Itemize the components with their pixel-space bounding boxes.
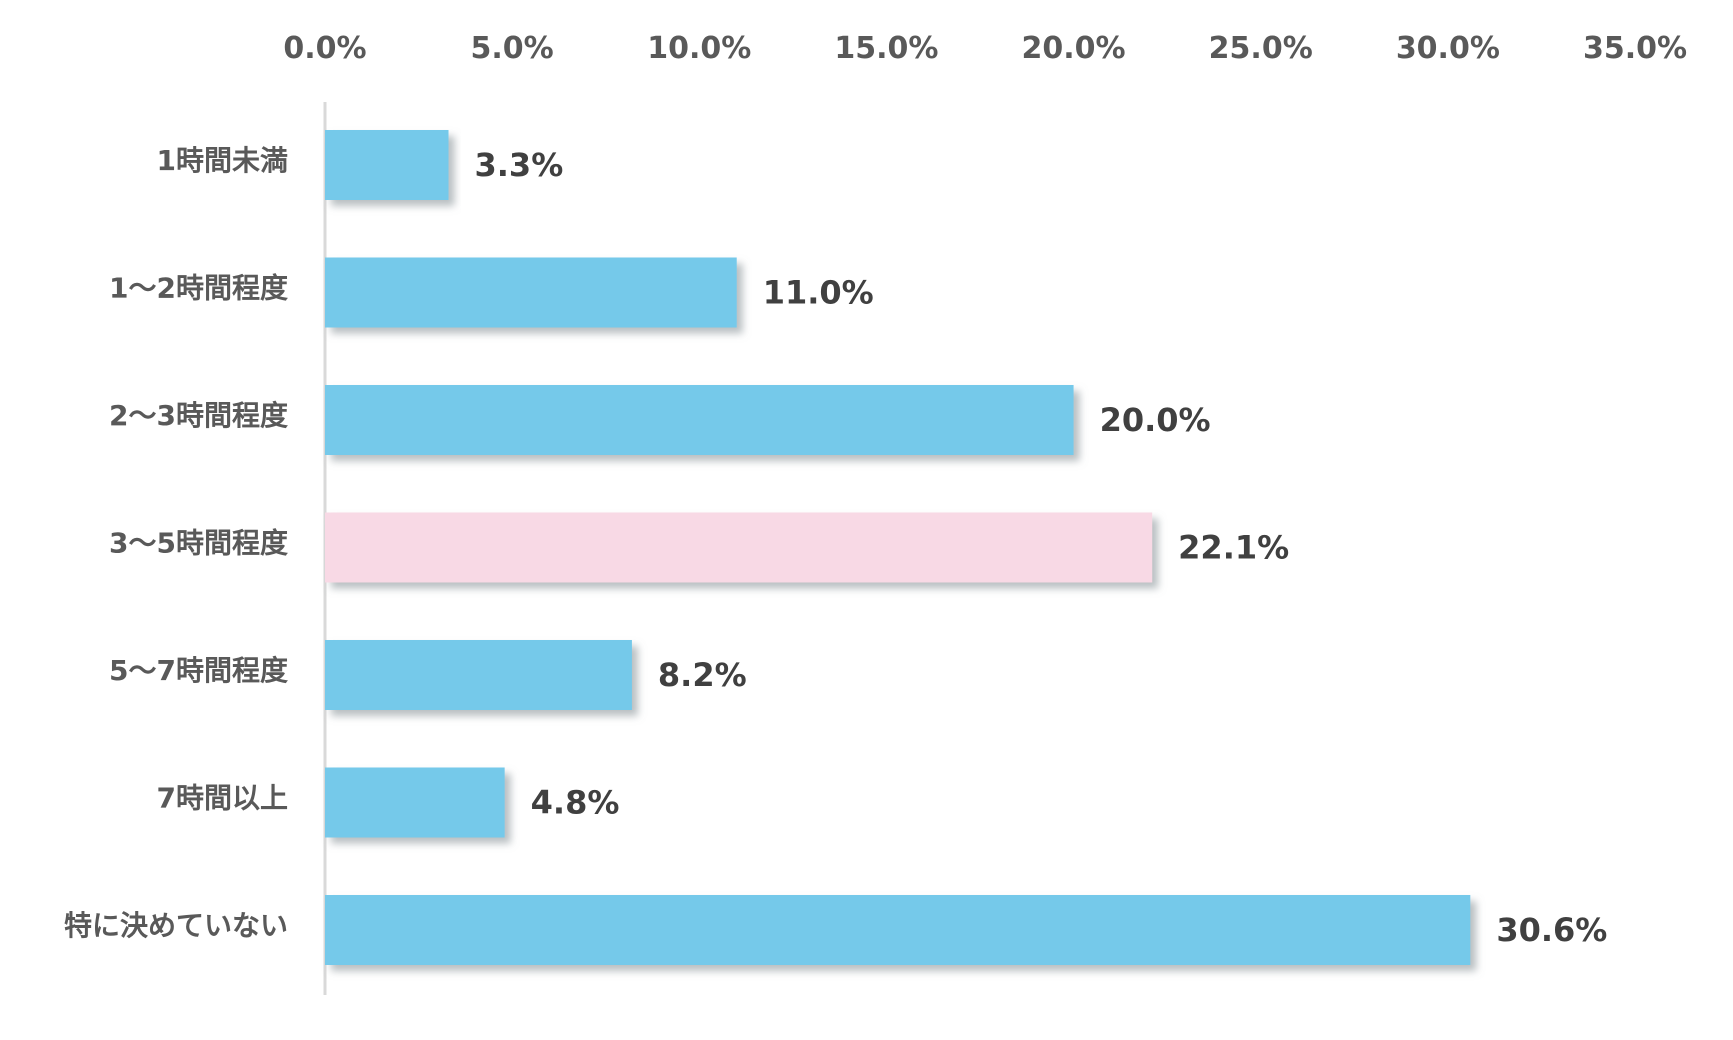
x-tick-label: 10.0% (647, 31, 751, 66)
data-label: 30.6% (1496, 911, 1607, 949)
category-label: 特に決めていない (64, 909, 288, 942)
x-tick-label: 0.0% (283, 31, 366, 66)
bar-5 (325, 640, 632, 710)
x-tick-label: 20.0% (1022, 31, 1126, 66)
data-label: 3.3% (475, 146, 564, 184)
data-label: 11.0% (763, 274, 874, 312)
data-label: 4.8% (531, 784, 620, 822)
category-label: 2〜3時間程度 (109, 399, 288, 432)
category-label: 1時間未満 (157, 144, 288, 177)
x-axis-tick-labels: 0.0% 5.0% 10.0% 15.0% 20.0% 25.0% 30.0% 35.0% (283, 31, 1687, 66)
category-label: 3〜5時間程度 (109, 527, 288, 560)
bar-6 (325, 767, 505, 838)
bars-group (325, 130, 1471, 965)
x-tick-label: 25.0% (1209, 31, 1313, 66)
bar-7 (325, 895, 1471, 965)
data-label: 8.2% (658, 656, 747, 694)
data-label: 20.0% (1100, 401, 1211, 439)
data-labels: 3.3% 11.0% 20.0% 22.1% 8.2% 4.8% 30.6% (475, 146, 1608, 949)
bar-2 (325, 257, 737, 328)
category-label: 1〜2時間程度 (109, 272, 288, 305)
x-tick-label: 30.0% (1396, 31, 1500, 66)
category-label: 7時間以上 (157, 782, 288, 815)
x-tick-label: 15.0% (834, 31, 938, 66)
data-label: 22.1% (1178, 529, 1289, 567)
category-label: 5〜7時間程度 (109, 654, 288, 687)
bar-4 (325, 512, 1153, 583)
category-labels: 1時間未満 1〜2時間程度 2〜3時間程度 3〜5時間程度 5〜7時間程度 7時間以上特に… (64, 144, 288, 942)
x-tick-label: 35.0% (1583, 31, 1687, 66)
x-tick-label: 5.0% (471, 31, 554, 66)
bar-1 (325, 130, 449, 200)
bar-3 (325, 385, 1074, 455)
